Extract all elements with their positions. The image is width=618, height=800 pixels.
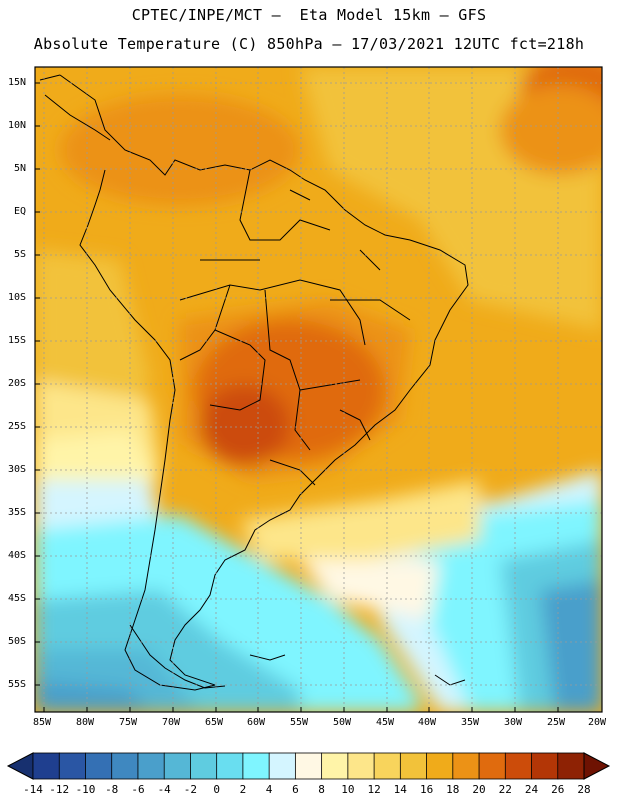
- lat-label: 15N: [8, 77, 27, 88]
- lat-label: 25S: [8, 421, 27, 432]
- colorbar-tick-label: 16: [419, 783, 434, 796]
- lon-label: 30W: [504, 717, 523, 728]
- lon-label: 60W: [247, 717, 266, 728]
- colorbar-swatch: [85, 752, 113, 780]
- colorbar-tick-label: -14: [23, 783, 43, 796]
- colorbar: [6, 752, 611, 780]
- lon-label: 75W: [119, 717, 138, 728]
- lat-label: 50S: [8, 636, 27, 647]
- lon-label: 55W: [290, 717, 309, 728]
- colorbar-tick-label: 6: [292, 783, 299, 796]
- lat-label: 10N: [8, 120, 27, 131]
- colorbar-swatch: [478, 752, 506, 780]
- colorbar-swatch: [426, 752, 454, 780]
- lat-label: 45S: [8, 593, 27, 604]
- colorbar-min-arrow: [6, 752, 34, 780]
- chart-title-line2: Absolute Temperature (C) 850hPa — 17/03/…: [33, 35, 585, 53]
- colorbar-tick-label: 10: [341, 783, 355, 796]
- lat-label: 55S: [8, 679, 27, 690]
- colorbar-tick-label: 14: [393, 783, 407, 796]
- temperature-field: [35, 67, 602, 712]
- colorbar-tick-label: -10: [75, 783, 96, 796]
- colorbar-tick-label: -8: [105, 783, 119, 796]
- colorbar-swatch: [373, 752, 402, 780]
- colorbar-tick-label: 22: [498, 783, 512, 796]
- lat-label: EQ: [14, 206, 27, 217]
- colorbar-tick-label: -12: [49, 783, 70, 796]
- colorbar-swatch: [504, 752, 533, 780]
- colorbar-tick-label: 18: [446, 783, 460, 796]
- colorbar-swatch: [111, 752, 139, 780]
- lon-label: 20W: [588, 717, 607, 728]
- colorbar-max-arrow: [583, 752, 611, 780]
- lat-label: 40S: [8, 550, 27, 561]
- lon-label: 40W: [418, 717, 437, 728]
- colorbar-tick-label: 12: [367, 783, 381, 796]
- colorbar-swatch: [452, 752, 480, 780]
- lon-label: 50W: [333, 717, 352, 728]
- lat-label: 5S: [14, 249, 27, 260]
- colorbar-tick-label: -4: [157, 783, 171, 796]
- lat-label: 5N: [14, 163, 27, 174]
- colorbar-tick-label: -6: [131, 783, 145, 796]
- colorbar-tick-label: 20: [472, 783, 486, 796]
- colorbar-swatch: [399, 752, 428, 780]
- lat-label: 10S: [8, 292, 27, 303]
- lon-label: 70W: [162, 717, 181, 728]
- lat-label: 30S: [8, 464, 27, 475]
- lon-label: 80W: [76, 717, 95, 728]
- colorbar-swatch: [321, 752, 349, 780]
- lon-label: 85W: [33, 717, 52, 728]
- coastlines: [39, 74, 469, 691]
- lon-label: 35W: [461, 717, 480, 728]
- colorbar-swatch: [557, 752, 585, 780]
- lat-label: 20S: [8, 378, 27, 389]
- colorbar-swatch: [137, 752, 165, 780]
- colorbar-tick-label: 24: [524, 783, 539, 796]
- colorbar-swatches: [32, 752, 585, 780]
- colorbar-swatch: [347, 752, 375, 780]
- colorbar-tick-label: 0: [213, 783, 220, 796]
- colorbar-tick-label: -2: [183, 783, 198, 796]
- colorbar-swatch: [242, 752, 270, 780]
- lon-label: 65W: [205, 717, 224, 728]
- colorbar-swatch: [32, 752, 60, 780]
- colorbar-tick-label: 28: [577, 783, 591, 796]
- colorbar-tick-label: 8: [318, 783, 325, 796]
- colorbar-swatch: [294, 752, 323, 780]
- colorbar-swatch: [190, 752, 218, 780]
- axis-ticks: [35, 82, 559, 712]
- colorbar-swatch: [531, 752, 559, 780]
- colorbar-tick-label: 2: [239, 783, 247, 796]
- lon-label: 45W: [376, 717, 395, 728]
- colorbar-tick-label: 4: [265, 783, 273, 796]
- lat-label: 35S: [8, 507, 27, 518]
- colorbar-swatch: [58, 752, 87, 780]
- colorbar-tick-label: 26: [551, 783, 565, 796]
- map-frame: [34, 66, 603, 713]
- lon-label: 25W: [547, 717, 566, 728]
- colorbar-swatch: [163, 752, 192, 780]
- lat-label: 15S: [8, 335, 27, 346]
- colorbar-swatch: [268, 752, 297, 780]
- colorbar-swatch: [216, 752, 244, 780]
- chart-title-line1: CPTEC/INPE/MCT — Eta Model 15km — GFS: [131, 6, 487, 24]
